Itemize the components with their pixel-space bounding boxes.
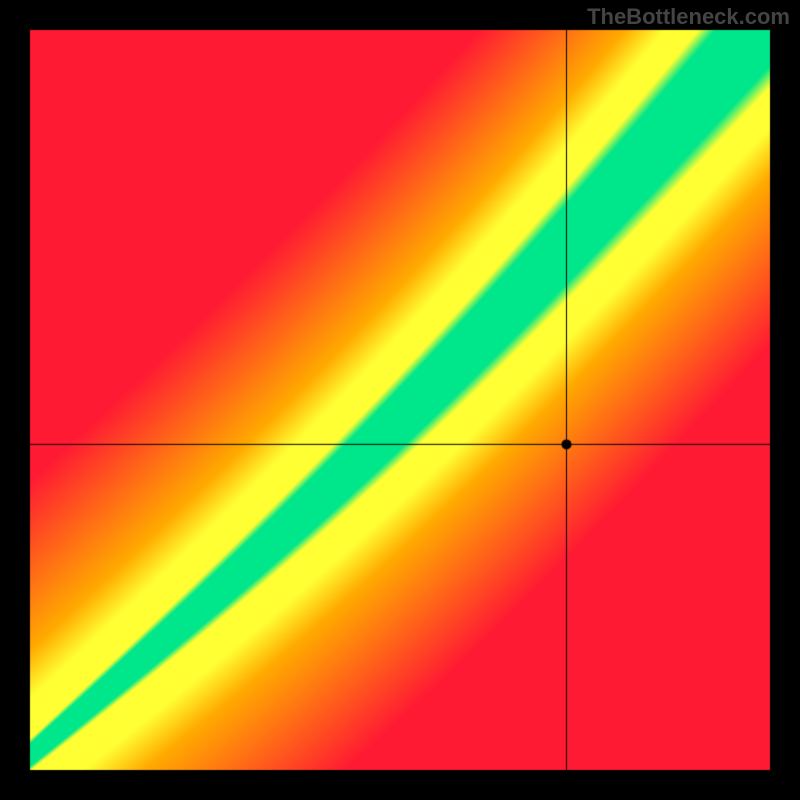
watermark-text: TheBottleneck.com — [587, 4, 790, 30]
bottleneck-heatmap — [0, 0, 800, 800]
